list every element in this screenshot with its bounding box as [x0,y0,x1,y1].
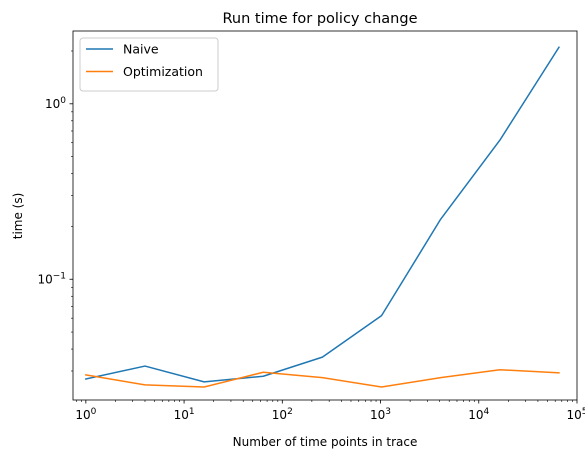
plot-frame [72,30,578,401]
x-tick-label: 103 [370,407,391,422]
x-tick-label: 101 [174,407,195,422]
series-line-naive [84,46,561,383]
chart-title: Run time for policy change [223,11,418,27]
legend-box [79,37,219,92]
legend-label-optimization: Optimization [123,64,203,79]
y-axis-label: time (s) [11,193,25,240]
y-axis: 10−1 100 [37,50,73,372]
series-layer [84,46,561,388]
x-tick-label: 100 [75,407,96,422]
legend-label-naive: Naive [123,42,159,57]
x-tick-label: 104 [468,407,489,422]
legend: Naive Optimization [79,37,219,92]
x-axis-label: Number of time points in trace [233,435,418,449]
y-tick-label: 10−1 [37,271,66,286]
x-tick-label: 102 [272,407,293,422]
series-line-optimization [84,368,560,388]
y-tick-label: 100 [45,96,66,111]
x-tick-label: 105 [566,407,585,422]
x-axis: 100 101 102 103 104 105 [75,400,585,422]
